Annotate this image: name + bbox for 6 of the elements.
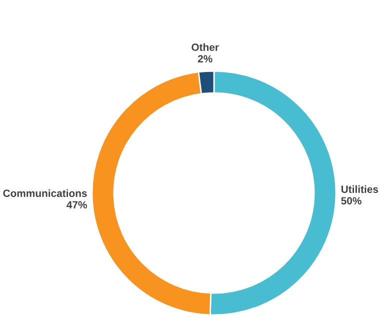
data-label: 50%: [341, 197, 362, 204]
data-label: 47%: [66, 201, 87, 208]
slice-label: Communications: [3, 189, 87, 197]
slice-label: Other: [192, 43, 219, 51]
slice-label: Utilities: [341, 185, 378, 193]
data-label: 2%: [198, 55, 212, 62]
